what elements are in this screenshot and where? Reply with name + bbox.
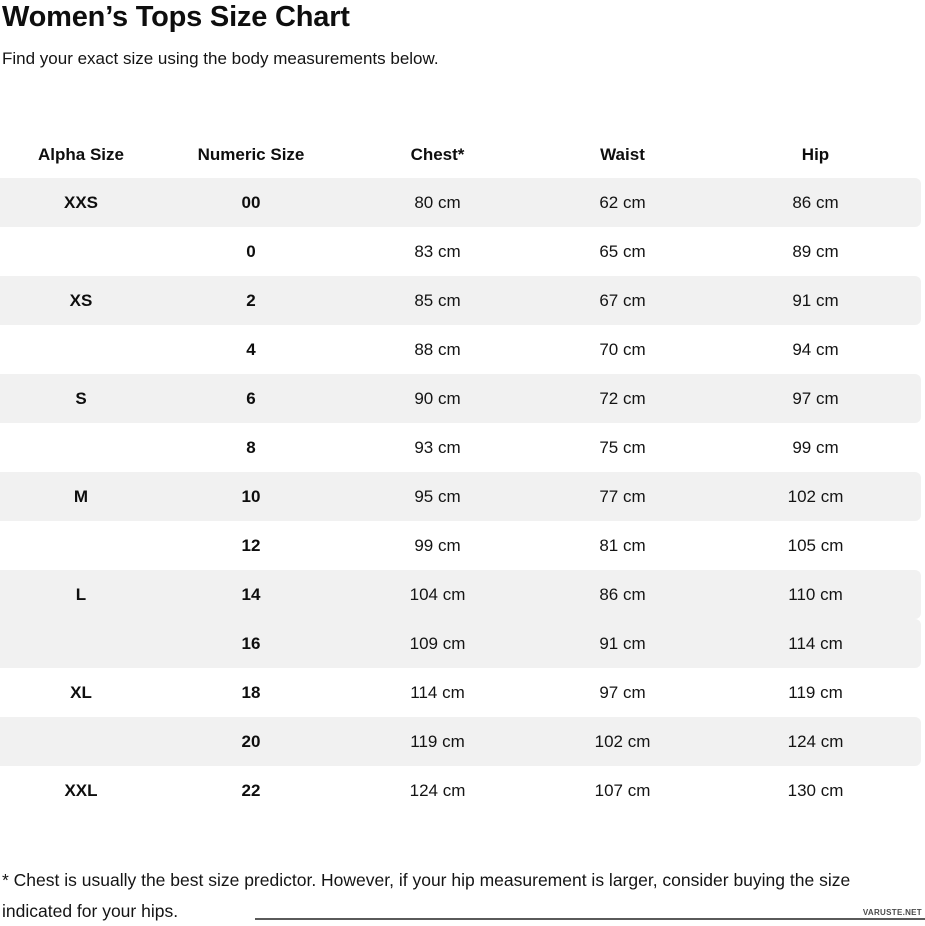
cell-alpha-size: XL xyxy=(70,682,92,702)
cell-numeric-size: 16 xyxy=(241,633,261,653)
cell-hip: 99 cm xyxy=(792,437,839,457)
cell-waist: 67 cm xyxy=(599,290,646,310)
cell-numeric-size: 22 xyxy=(241,780,261,800)
size-table: Alpha Size Numeric Size Chest* Waist Hip… xyxy=(0,131,925,815)
table-row: 20 119 cm 102 cm 124 cm xyxy=(0,717,921,766)
cell-hip: 124 cm xyxy=(787,731,844,751)
cell-hip: 89 cm xyxy=(792,241,839,261)
table-row: XXL 22 124 cm 107 cm 130 cm xyxy=(0,766,921,815)
cell-alpha-size: S xyxy=(75,388,87,408)
cell-numeric-size: 12 xyxy=(241,535,261,555)
cell-numeric-size: 18 xyxy=(241,682,261,702)
cell-chest: 93 cm xyxy=(414,437,461,457)
cell-alpha-size: XXL xyxy=(64,780,98,800)
watermark: VARUSTE.NET xyxy=(862,908,922,917)
cell-numeric-size: 20 xyxy=(241,731,261,751)
table-row: 0 83 cm 65 cm 89 cm xyxy=(0,227,921,276)
cell-numeric-size: 8 xyxy=(246,437,256,457)
cell-hip: 97 cm xyxy=(792,388,839,408)
table-row: M 10 95 cm 77 cm 102 cm xyxy=(0,472,921,521)
cell-waist: 86 cm xyxy=(599,584,646,604)
cell-chest: 90 cm xyxy=(414,388,461,408)
cell-hip: 114 cm xyxy=(788,633,843,653)
cell-waist: 97 cm xyxy=(599,682,646,702)
cell-hip: 110 cm xyxy=(788,584,843,604)
table-row: 12 99 cm 81 cm 105 cm xyxy=(0,521,921,570)
table-row: 8 93 cm 75 cm 99 cm xyxy=(0,423,921,472)
cell-waist: 107 cm xyxy=(594,780,651,800)
cell-waist: 70 cm xyxy=(599,339,646,359)
cell-chest: 109 cm xyxy=(409,633,466,653)
table-row: 16 109 cm 91 cm 114 cm xyxy=(0,619,921,668)
bottom-divider-line xyxy=(255,918,925,920)
cell-chest: 85 cm xyxy=(414,290,461,310)
cell-alpha-size: L xyxy=(75,584,87,604)
cell-chest: 88 cm xyxy=(414,339,461,359)
table-row: XL 18 114 cm 97 cm 119 cm xyxy=(0,668,921,717)
cell-hip: 119 cm xyxy=(788,682,843,702)
header-chest: Chest* xyxy=(410,144,465,164)
table-row: XS 2 85 cm 67 cm 91 cm xyxy=(0,276,921,325)
cell-chest: 119 cm xyxy=(410,731,465,751)
cell-waist: 72 cm xyxy=(599,388,646,408)
cell-alpha-size: XXS xyxy=(63,192,99,212)
header-numeric-size: Numeric Size xyxy=(197,144,305,164)
table-row: 4 88 cm 70 cm 94 cm xyxy=(0,325,921,374)
cell-hip: 94 cm xyxy=(792,339,839,359)
cell-hip: 102 cm xyxy=(787,486,844,506)
cell-hip: 105 cm xyxy=(787,535,844,555)
cell-waist: 91 cm xyxy=(599,633,646,653)
cell-numeric-size: 10 xyxy=(241,486,261,506)
cell-chest: 114 cm xyxy=(410,682,465,702)
cell-waist: 75 cm xyxy=(599,437,646,457)
cell-numeric-size: 6 xyxy=(246,388,256,408)
cell-chest: 80 cm xyxy=(414,192,461,212)
cell-chest: 124 cm xyxy=(409,780,466,800)
cell-waist: 81 cm xyxy=(599,535,646,555)
table-row: L 14 104 cm 86 cm 110 cm xyxy=(0,570,921,619)
footnote: * Chest is usually the best size predict… xyxy=(2,870,851,921)
cell-hip: 130 cm xyxy=(787,780,844,800)
header-alpha-size: Alpha Size xyxy=(38,144,124,164)
cell-numeric-size: 00 xyxy=(241,192,261,212)
cell-waist: 62 cm xyxy=(599,192,646,212)
header-waist: Waist xyxy=(600,144,645,164)
table-row: XXS 00 80 cm 62 cm 86 cm xyxy=(0,178,921,227)
cell-waist: 65 cm xyxy=(599,241,646,261)
cell-chest: 83 cm xyxy=(414,241,461,261)
cell-hip: 86 cm xyxy=(792,192,839,212)
page-title: Women’s Tops Size Chart xyxy=(2,1,350,33)
cell-alpha-size: XS xyxy=(69,290,93,310)
cell-alpha-size: M xyxy=(73,486,89,506)
cell-numeric-size: 4 xyxy=(246,339,256,359)
table-row: S 6 90 cm 72 cm 97 cm xyxy=(0,374,921,423)
table-header-row: Alpha Size Numeric Size Chest* Waist Hip xyxy=(0,131,921,178)
cell-waist: 77 cm xyxy=(599,486,646,506)
cell-hip: 91 cm xyxy=(792,290,839,310)
header-hip: Hip xyxy=(801,144,830,164)
page-subtitle: Find your exact size using the body meas… xyxy=(2,49,439,68)
cell-numeric-size: 0 xyxy=(246,241,256,261)
cell-chest: 95 cm xyxy=(414,486,461,506)
cell-chest: 99 cm xyxy=(414,535,461,555)
cell-numeric-size: 2 xyxy=(246,290,256,310)
cell-waist: 102 cm xyxy=(594,731,651,751)
cell-numeric-size: 14 xyxy=(241,584,261,604)
cell-chest: 104 cm xyxy=(409,584,466,604)
